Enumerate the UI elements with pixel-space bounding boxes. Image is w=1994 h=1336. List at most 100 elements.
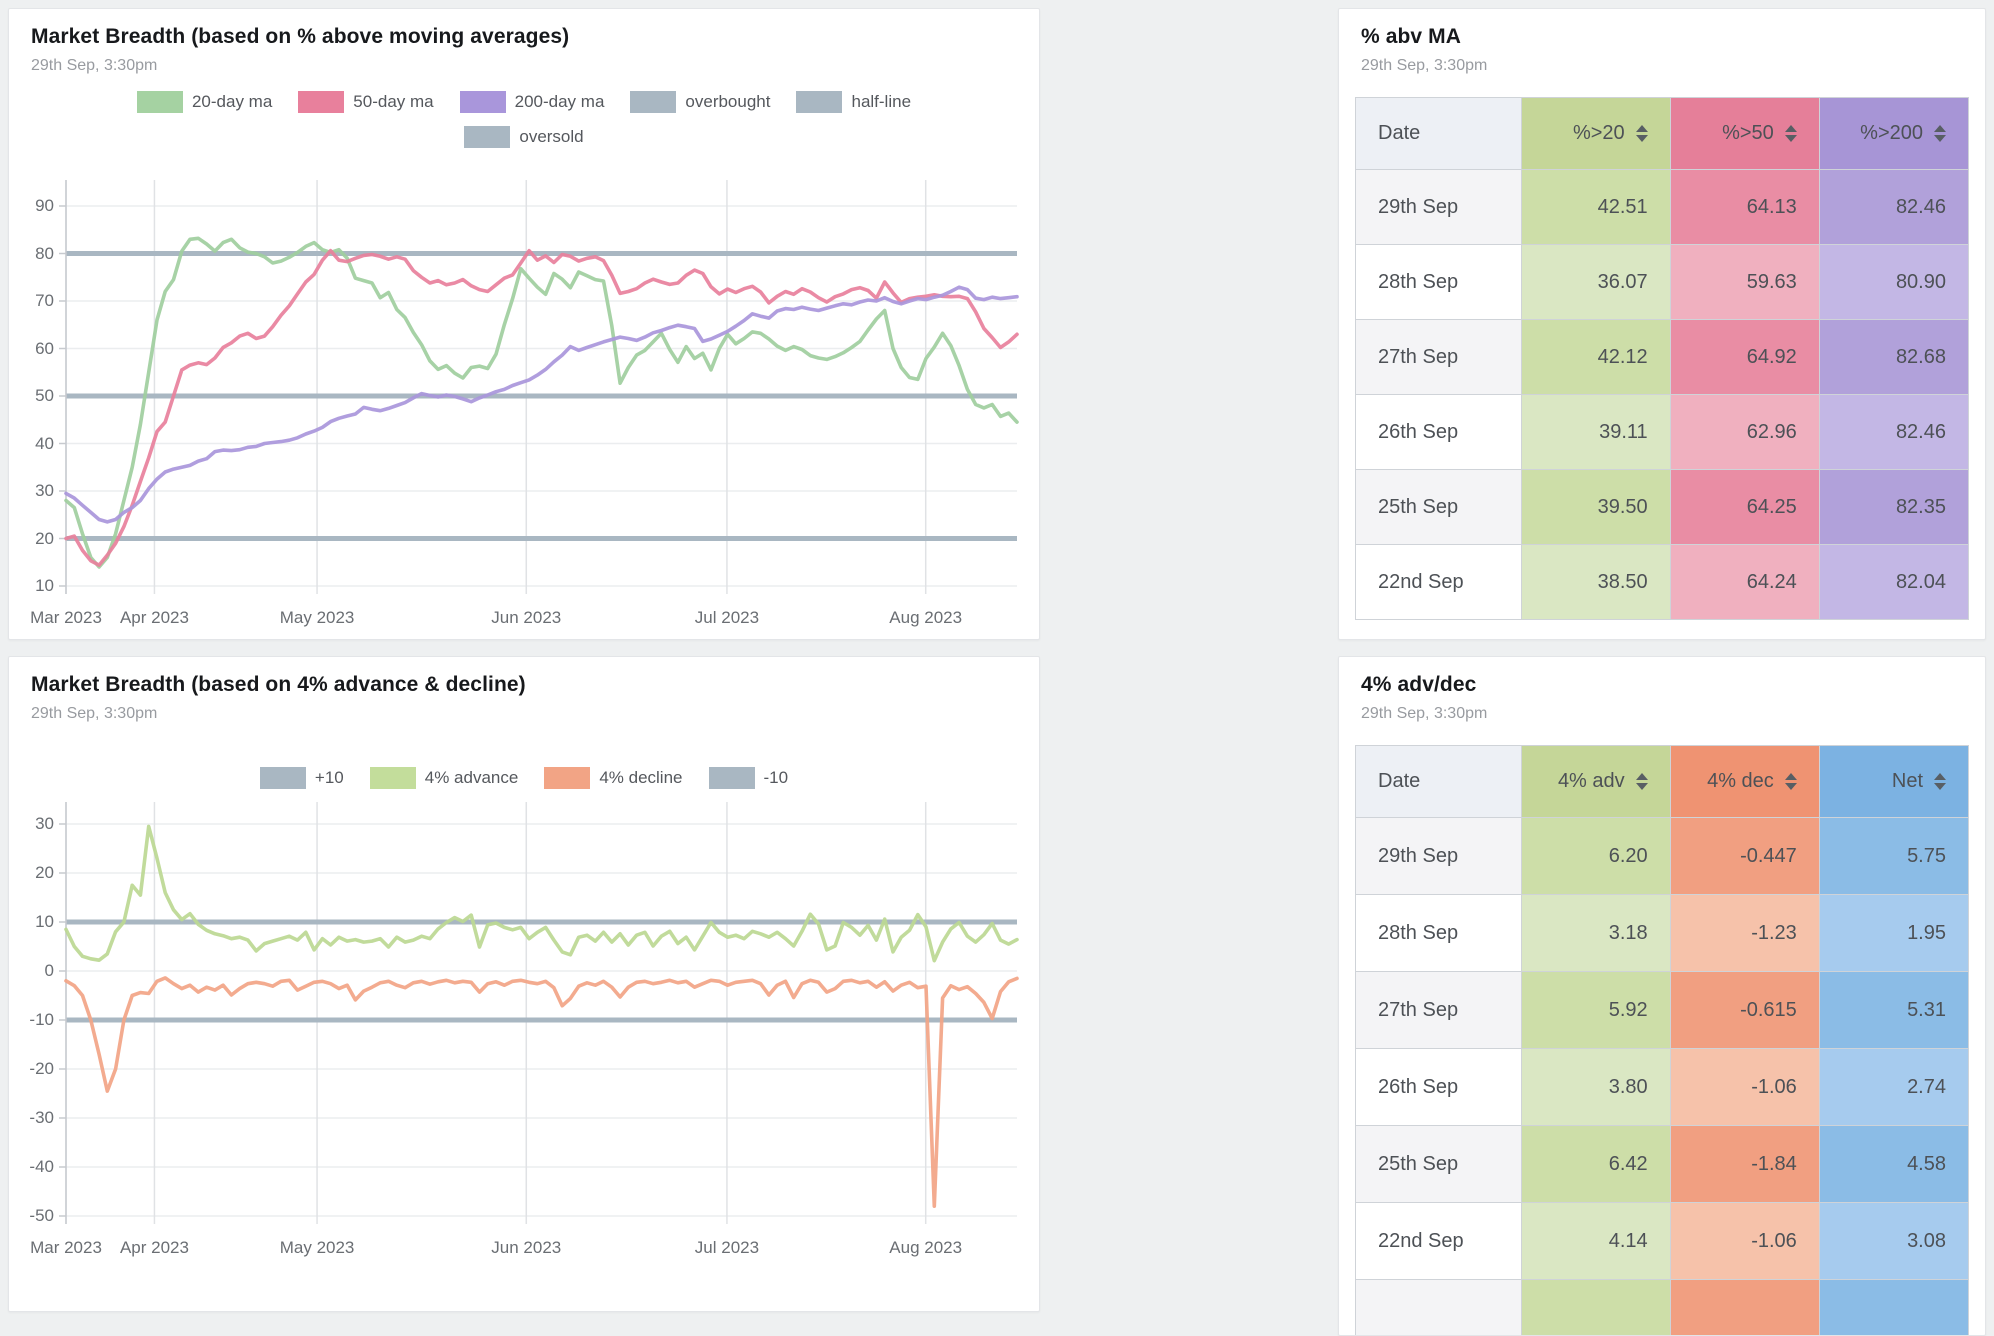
y-axis-tick-label: 30 (14, 481, 54, 501)
value-cell: -1.06 (1670, 1203, 1819, 1280)
value-cell: 39.50 (1521, 470, 1670, 545)
x-axis-month-label: Apr 2023 (120, 608, 189, 628)
date-cell: 27th Sep (1356, 320, 1522, 395)
date-cell: 29th Sep (1356, 818, 1522, 895)
value-cell: 82.68 (1819, 320, 1968, 395)
value-cell: 5.31 (1819, 972, 1968, 1049)
value-cell: 82.04 (1819, 545, 1968, 620)
y-axis-tick-label: 0 (14, 961, 54, 981)
value-cell: 64.13 (1670, 170, 1819, 245)
x-axis-month-label: May 2023 (280, 608, 355, 628)
sort-icon[interactable] (1785, 773, 1797, 790)
series-line-4%-advance (66, 826, 1017, 960)
table-row (1356, 1280, 1969, 1336)
date-cell: 26th Sep (1356, 1049, 1522, 1126)
value-cell: 5.75 (1819, 818, 1968, 895)
y-axis-tick-label: 70 (14, 291, 54, 311)
column-header-label: Date (1378, 122, 1420, 144)
value-cell (1521, 1280, 1670, 1336)
x-axis-month-label: May 2023 (280, 1238, 355, 1258)
date-cell: 26th Sep (1356, 395, 1522, 470)
x-axis-month-label: Jul 2023 (695, 608, 759, 628)
column-header-%>20[interactable]: %>20 (1521, 98, 1670, 170)
y-axis-tick-label: 30 (14, 814, 54, 834)
value-cell: -0.447 (1670, 818, 1819, 895)
y-axis-tick-label: -10 (14, 1010, 54, 1030)
date-cell: 28th Sep (1356, 895, 1522, 972)
sort-icon[interactable] (1636, 125, 1648, 142)
column-header-label: 4% dec (1707, 770, 1774, 793)
value-cell: 62.96 (1670, 395, 1819, 470)
value-cell: 80.90 (1819, 245, 1968, 320)
date-cell: 22nd Sep (1356, 1203, 1522, 1280)
y-axis-tick-label: 80 (14, 244, 54, 264)
value-cell: 36.07 (1521, 245, 1670, 320)
panel-ma-breadth-chart: Market Breadth (based on % above moving … (8, 8, 1040, 640)
value-cell: 42.51 (1521, 170, 1670, 245)
sort-icon[interactable] (1934, 773, 1946, 790)
y-axis-tick-label: 40 (14, 434, 54, 454)
column-header-date: Date (1356, 98, 1522, 170)
column-header-%>200[interactable]: %>200 (1819, 98, 1968, 170)
x-axis-month-label: Mar 2023 (30, 1238, 102, 1258)
x-axis-month-label: Mar 2023 (30, 608, 102, 628)
column-header-%>50[interactable]: %>50 (1670, 98, 1819, 170)
series-line-20-day-ma (66, 238, 1017, 567)
y-axis-tick-label: -30 (14, 1108, 54, 1128)
table-header-row: Date 4% adv 4% dec Net (1356, 746, 1969, 818)
value-cell: 2.74 (1819, 1049, 1968, 1126)
column-header-label: Date (1378, 770, 1420, 792)
value-cell: 4.14 (1521, 1203, 1670, 1280)
value-cell: 4.58 (1819, 1126, 1968, 1203)
y-axis-tick-label: 90 (14, 196, 54, 216)
y-axis-tick-label: 10 (14, 576, 54, 596)
value-cell: 5.92 (1521, 972, 1670, 1049)
column-header-4%-adv[interactable]: 4% adv (1521, 746, 1670, 818)
y-axis-tick-label: 50 (14, 386, 54, 406)
panel-advdec-chart: Market Breadth (based on 4% advance & de… (8, 656, 1040, 1312)
column-header-net[interactable]: Net (1819, 746, 1968, 818)
y-axis-tick-label: -40 (14, 1157, 54, 1177)
column-header-label: %>50 (1722, 122, 1774, 145)
column-header-label: %>20 (1573, 122, 1625, 145)
date-cell (1356, 1280, 1522, 1336)
value-cell: 64.92 (1670, 320, 1819, 395)
value-cell (1819, 1280, 1968, 1336)
value-cell: -0.615 (1670, 972, 1819, 1049)
chart-canvas (9, 657, 1039, 1311)
value-cell: 38.50 (1521, 545, 1670, 620)
date-cell: 25th Sep (1356, 1126, 1522, 1203)
table1-title: % abv MA (1361, 25, 1461, 49)
value-cell: 3.08 (1819, 1203, 1968, 1280)
sort-icon[interactable] (1934, 125, 1946, 142)
table1-subtitle: 29th Sep, 3:30pm (1361, 57, 1487, 75)
sort-icon[interactable] (1785, 125, 1797, 142)
table2-subtitle: 29th Sep, 3:30pm (1361, 705, 1487, 723)
x-axis-month-label: Aug 2023 (889, 1238, 962, 1258)
column-header-4%-dec[interactable]: 4% dec (1670, 746, 1819, 818)
y-axis-tick-label: 20 (14, 529, 54, 549)
value-cell: 42.12 (1521, 320, 1670, 395)
value-cell: 59.63 (1670, 245, 1819, 320)
value-cell: 3.80 (1521, 1049, 1670, 1126)
date-cell: 25th Sep (1356, 470, 1522, 545)
value-cell: 3.18 (1521, 895, 1670, 972)
value-cell: 82.46 (1819, 395, 1968, 470)
table-header-row: Date %>20 %>50 %>200 (1356, 98, 1969, 170)
sort-icon[interactable] (1636, 773, 1648, 790)
